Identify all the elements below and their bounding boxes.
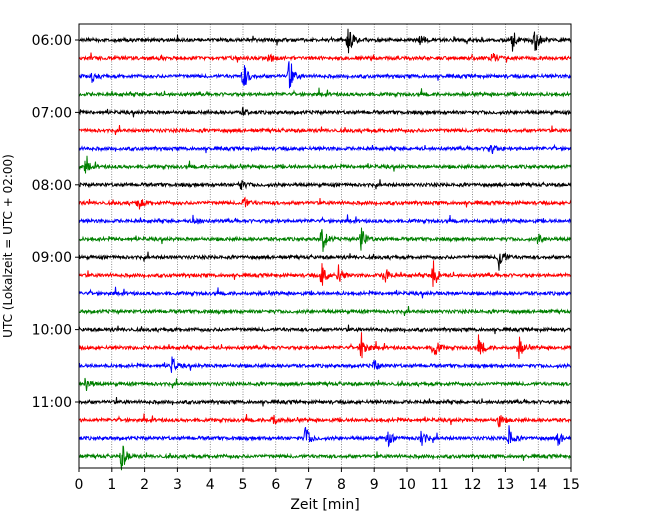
seismic-trace (78, 260, 572, 287)
x-tick-label: 14 (529, 477, 547, 493)
y-axis: 06:00 07:00 08:00 09:00 10:00 11:00 (32, 33, 79, 411)
seismic-trace (78, 124, 572, 135)
x-tick-label: 12 (464, 477, 482, 493)
x-tick-label: 0 (75, 477, 84, 493)
seismic-trace (78, 155, 572, 174)
y-tick-label: 09:00 (32, 250, 72, 266)
seismic-trace (78, 445, 572, 471)
seismic-trace (78, 397, 572, 407)
seismic-trace (78, 28, 572, 54)
seismic-trace (78, 61, 572, 89)
seismic-trace (78, 377, 572, 391)
seismic-trace (78, 179, 572, 190)
y-axis-label: UTC (Lokalzeit = UTC + 02:00) (1, 154, 15, 338)
y-tick-label: 07:00 (32, 105, 72, 121)
x-tick-label: 8 (337, 477, 346, 493)
y-tick-label: 11:00 (32, 395, 72, 411)
seismic-trace (78, 227, 572, 252)
seismic-trace (78, 196, 572, 210)
seismic-trace (78, 356, 572, 373)
y-tick-label: 08:00 (32, 178, 72, 194)
x-tick-label: 7 (304, 477, 313, 493)
seismic-trace (78, 413, 572, 428)
x-tick-label: 6 (271, 477, 280, 493)
y-tick-label: 10:00 (32, 323, 72, 339)
trace-layer (78, 28, 572, 471)
x-tick-label: 9 (370, 477, 379, 493)
seismic-trace (78, 305, 572, 316)
seismic-trace (78, 324, 572, 335)
x-tick-label: 15 (562, 477, 580, 493)
seismic-trace (78, 286, 572, 299)
x-tick-label: 2 (140, 477, 149, 493)
x-axis: 0 1 2 3 4 5 6 7 8 9 10 11 12 13 14 15 (75, 468, 580, 493)
x-tick-label: 10 (398, 477, 416, 493)
plot-frame (78, 23, 572, 469)
y-tick-label: 06:00 (32, 33, 72, 49)
x-tick-label: 11 (431, 477, 449, 493)
x-axis-label: Zeit [min] (290, 497, 359, 513)
seismic-trace (78, 106, 572, 118)
x-tick-label: 5 (239, 477, 248, 493)
x-tick-label: 3 (173, 477, 182, 493)
seismic-trace (78, 87, 571, 98)
seismic-trace (78, 332, 572, 360)
seismic-trace (78, 425, 572, 448)
seismic-trace (78, 214, 572, 225)
seismic-trace (78, 52, 572, 63)
x-tick-label: 13 (496, 477, 514, 493)
seismic-trace (78, 251, 572, 271)
x-tick-label: 1 (107, 477, 116, 493)
x-tick-label: 4 (206, 477, 215, 493)
grid-layer (111, 24, 539, 468)
seismic-trace (78, 143, 572, 155)
